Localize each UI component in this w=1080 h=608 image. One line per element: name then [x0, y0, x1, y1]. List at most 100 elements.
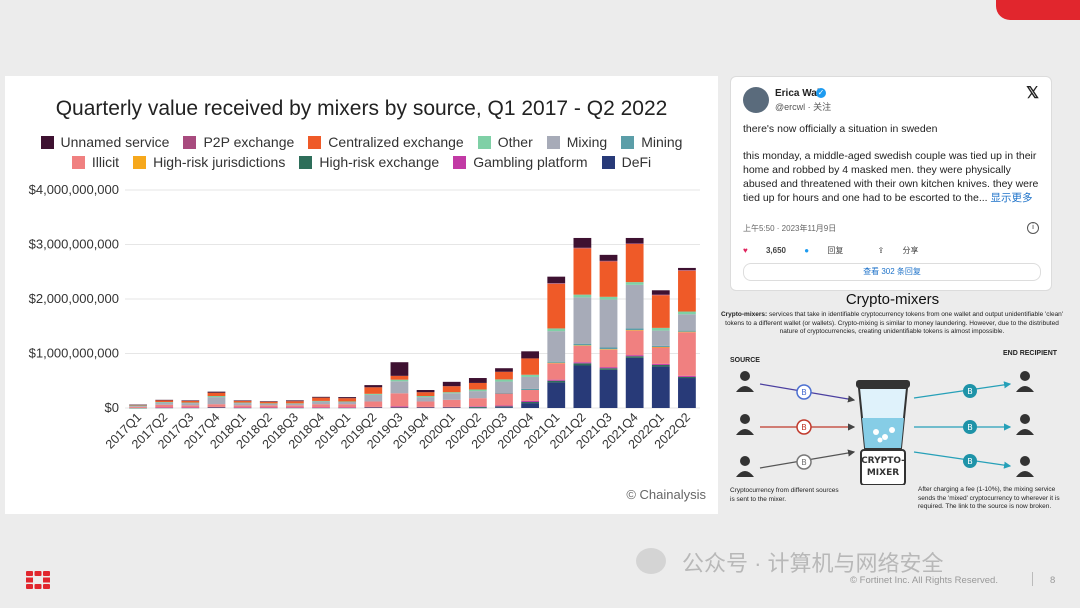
- share-button[interactable]: ⇪ 分享: [878, 246, 935, 255]
- bar-segment: [364, 401, 383, 407]
- bar-segment: [651, 327, 670, 331]
- bar-segment: [442, 386, 461, 393]
- bar-segment: [547, 379, 566, 381]
- bar-segment: [312, 396, 330, 398]
- bar-segment: [416, 396, 435, 398]
- bar-segment: [416, 406, 435, 408]
- legend-item: High-risk jurisdictions: [133, 154, 285, 170]
- bar-segment: [625, 356, 644, 358]
- wechat-icon: [636, 548, 666, 574]
- bar-segment: [495, 405, 513, 407]
- tweet-card[interactable]: Erica Wall ✓ @ercwl · 关注 𝕏 there's now o…: [730, 76, 1052, 291]
- tweet-timestamp[interactable]: 上午5:50 · 2023年11月9日: [743, 224, 837, 233]
- svg-text:B: B: [967, 457, 973, 466]
- like-button[interactable]: ♥ 3,650: [743, 246, 786, 255]
- legend-item: Mixing: [546, 134, 608, 150]
- heart-icon: ♥: [743, 246, 748, 255]
- bitcoin-icon: B: [796, 384, 812, 400]
- like-count: 3,650: [765, 246, 787, 255]
- bar-segment: [155, 404, 174, 408]
- bar-segment: [364, 407, 383, 408]
- bar-segment: [286, 405, 304, 408]
- tweet-body: this monday, a middle-aged swedish coupl…: [743, 149, 1043, 205]
- bar-segment: [233, 407, 252, 409]
- legend-label: Centralized exchange: [328, 134, 464, 150]
- bitcoin-icon: B: [963, 384, 977, 398]
- legend-swatch: [546, 136, 560, 149]
- bar-segment: [678, 376, 696, 379]
- legend-item: Unnamed service: [40, 134, 169, 150]
- y-tick-label: $3,000,000,000: [29, 237, 119, 252]
- x-logo-icon[interactable]: 𝕏: [1026, 85, 1039, 102]
- bar-segment: [233, 407, 252, 408]
- bar-segment: [233, 405, 252, 408]
- bar-segment: [129, 405, 147, 406]
- bar-segment: [521, 388, 539, 391]
- bar-segment: [233, 403, 252, 406]
- bar-segment: [625, 284, 644, 329]
- bar-segment: [286, 407, 304, 408]
- bar-segment: [625, 282, 644, 285]
- bar-segment: [678, 267, 696, 271]
- bar-segment: [651, 290, 670, 295]
- bar-segment: [678, 330, 696, 332]
- bar-segment: [181, 402, 200, 404]
- svg-text:B: B: [967, 423, 973, 432]
- bar-segment: [521, 376, 539, 389]
- bar-segment: [625, 355, 644, 357]
- avatar[interactable]: [743, 87, 769, 113]
- legend-item: Gambling platform: [453, 154, 588, 170]
- bar-segment: [468, 391, 487, 399]
- bar-segment: [547, 331, 566, 362]
- bar-segment: [651, 363, 670, 365]
- bar-segment: [468, 406, 487, 407]
- bar-segment: [495, 407, 513, 408]
- bar-segment: [573, 247, 592, 249]
- bar-segment: [364, 385, 383, 388]
- bar-segment: [390, 375, 409, 380]
- bar-segment: [312, 400, 330, 402]
- tweet-author-handle[interactable]: @ercwl · 关注: [775, 102, 832, 112]
- show-more-link[interactable]: 显示更多: [990, 192, 1033, 204]
- legend-item: DeFi: [601, 154, 651, 170]
- reply-button[interactable]: ● 回复: [804, 246, 859, 255]
- bar-segment: [181, 407, 200, 409]
- tweet-author-name[interactable]: Erica Wall: [775, 88, 823, 99]
- bar-segment: [259, 401, 278, 402]
- bar-segment: [521, 400, 539, 403]
- bar-segment: [495, 406, 513, 408]
- bar-segment: [390, 379, 409, 382]
- bar-segment: [495, 393, 513, 394]
- legend-item: Centralized exchange: [308, 134, 464, 150]
- caption-source: Cryptocurrency from different sources is…: [730, 487, 839, 503]
- y-tick-label: $4,000,000,000: [29, 182, 119, 197]
- bar-segment: [521, 358, 539, 375]
- bar-segment: [442, 399, 461, 407]
- tweet-actions: ♥ 3,650 ● 回复 ⇪ 分享: [743, 245, 1043, 256]
- bar-segment: [495, 393, 513, 406]
- chart-legend-row-2: Illicit High-risk jurisdictions High-risk …: [5, 154, 718, 170]
- bar-segment: [625, 237, 644, 244]
- bar-segment: [573, 362, 592, 364]
- legend-swatch: [71, 156, 85, 169]
- legend-label: Mixing: [566, 134, 608, 150]
- bar-segment: [625, 330, 644, 356]
- bar-segment: [651, 347, 670, 364]
- bar-segment: [181, 400, 200, 401]
- bar-segment: [625, 243, 644, 283]
- bar-segment: [573, 294, 592, 298]
- bar-segment: [651, 366, 670, 408]
- legend-item: P2P exchange: [183, 134, 294, 150]
- view-replies-button[interactable]: 查看 302 条回复: [743, 263, 1041, 281]
- bar-segment: [129, 405, 147, 407]
- bar-segment: [259, 407, 278, 408]
- bar-segment: [155, 402, 174, 403]
- crypto-mixers-definition: services that take in identifiable crypt…: [725, 311, 1064, 335]
- bar-segment: [338, 397, 357, 399]
- info-icon[interactable]: i: [1027, 222, 1039, 234]
- crypto-mixer-diagram: B B B CRYPTO- MIXER B B B: [736, 371, 1034, 485]
- bar-segment: [678, 331, 696, 333]
- bar-segment: [416, 392, 435, 397]
- bar-segment: [442, 392, 461, 394]
- bar-segment: [312, 407, 330, 408]
